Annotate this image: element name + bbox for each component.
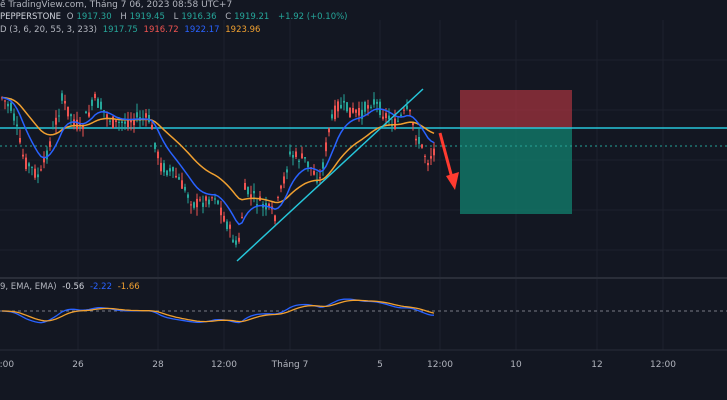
x-tick-label: 28	[152, 360, 164, 370]
grid	[0, 20, 727, 350]
macd-value-2: -2.22	[89, 282, 112, 292]
take-profit-zone[interactable]	[460, 128, 572, 214]
x-tick-label: 26	[72, 360, 84, 370]
candlestick-series	[1, 90, 435, 248]
macd-value-1: -0.56	[62, 282, 85, 292]
ma-params: D (3, 6, 20, 55, 3, 233)	[0, 25, 97, 35]
close-value: 1919.21	[234, 12, 270, 22]
x-tick-label: Tháng 7	[271, 360, 309, 370]
open-value: 1917.30	[76, 12, 112, 22]
ma-value-1: 1917.75	[102, 25, 138, 35]
x-tick-label: 10	[510, 360, 522, 370]
ma-fast-line	[1, 96, 435, 226]
x-tick-label: 12	[591, 360, 603, 370]
ma-legend: D (3, 6, 20, 55, 3, 233) 1917.75 1916.72…	[0, 25, 263, 35]
x-tick-label: 2:00	[0, 360, 15, 370]
x-tick-label: 12:00	[650, 360, 676, 370]
macd-params: 9, EMA, EMA)	[0, 282, 57, 292]
symbol-legend: PEPPERSTONE O 1917.30 H 1919.45 L 1916.36 C…	[0, 12, 348, 22]
ma-value-4: 1923.96	[225, 25, 261, 35]
ma-value-3: 1922.17	[184, 25, 220, 35]
stop-loss-zone[interactable]	[460, 90, 572, 128]
ma-slow-line	[1, 96, 435, 204]
x-tick-label: 12:00	[211, 360, 237, 370]
watermark-header: ề TradingView.com, Tháng 7 06, 2023 08:5…	[0, 0, 233, 10]
high-value: 1919.45	[129, 12, 165, 22]
macd-signal-line	[2, 299, 435, 323]
x-tick-label: 12:00	[427, 360, 453, 370]
macd-legend: 9, EMA, EMA) -0.56 -2.22 -1.66	[0, 282, 143, 292]
down-arrow-icon	[438, 132, 459, 190]
source-name: PEPPERSTONE	[0, 12, 62, 22]
rising-trendline[interactable]	[236, 88, 424, 262]
x-tick-label: 5	[377, 360, 383, 370]
change-value: +1.92 (+0.10%)	[277, 12, 348, 22]
macd-value-3: -1.66	[117, 282, 140, 292]
ma-value-2: 1916.72	[143, 25, 179, 35]
low-value: 1916.36	[181, 12, 217, 22]
